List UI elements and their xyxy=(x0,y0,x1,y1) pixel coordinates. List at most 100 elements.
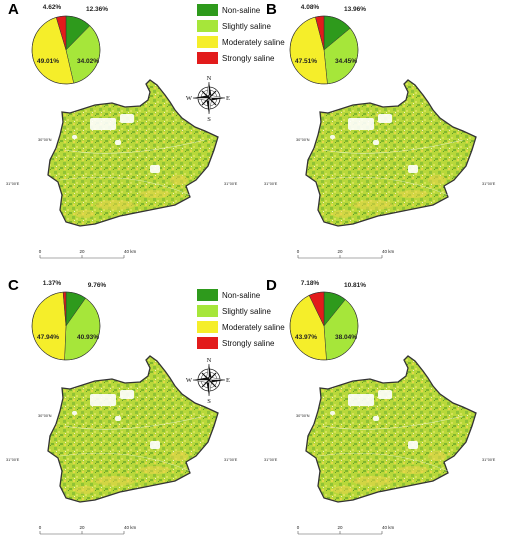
legend-label: Slightly saline xyxy=(222,22,271,31)
scale-bar: 0 20 40 km xyxy=(39,249,137,259)
compass-west-label: W xyxy=(186,95,193,102)
map-panel-b: B 30°00'N 31°00'E 31°00'E 0 20 40 km 13.96% 34.4… xyxy=(264,1,496,259)
map-panel-c: C 30°00'N 31°00'E 31°00'E 0 20 40 km 9.76% 40.93… xyxy=(6,277,238,535)
longitude-label-right: 31°00'E xyxy=(224,458,238,462)
scale-tick-label: 0 xyxy=(297,525,300,530)
legend-item-strongly-saline: Strongly saline xyxy=(197,337,275,349)
legend-swatch xyxy=(197,36,218,48)
non-data-area xyxy=(120,114,134,123)
scale-tick-label: 20 xyxy=(79,525,85,530)
moderate-salinity-zone xyxy=(398,190,428,198)
legend-label: Strongly saline xyxy=(222,339,275,348)
salinity-map xyxy=(305,355,477,503)
scale-tick-label: 40 km xyxy=(382,525,395,530)
legend: Non-saline Slightly saline Moderately sali… xyxy=(197,289,285,349)
legend-swatch xyxy=(197,321,218,333)
salinity-pie-chart: 12.36% 34.02% 49.01% 4.62% xyxy=(31,4,108,85)
non-data-area xyxy=(150,165,160,173)
legend-swatch xyxy=(197,52,218,64)
salinity-pie-chart: 9.76% 40.93% 47.94% 1.37% xyxy=(31,280,106,361)
non-data-area xyxy=(90,394,116,406)
non-data-area xyxy=(150,441,160,449)
compass-rose-icon: N S E W xyxy=(186,75,230,123)
canal-line xyxy=(64,139,206,154)
non-data-area xyxy=(120,390,134,399)
scale-tick-label: 40 km xyxy=(124,525,137,530)
compass-south-label: S xyxy=(207,398,211,405)
legend-swatch xyxy=(197,20,218,32)
scale-tick-label: 20 xyxy=(337,249,343,254)
scale-tick-label: 40 km xyxy=(382,249,395,254)
scale-tick-label: 0 xyxy=(297,249,300,254)
moderate-salinity-zone xyxy=(428,175,446,185)
legend-label: Moderately saline xyxy=(222,323,285,332)
legend-label: Strongly saline xyxy=(222,54,275,63)
scale-tick-label: 20 xyxy=(79,249,85,254)
pie-label-slightly-saline: 34.45% xyxy=(335,58,357,65)
legend-item-strongly-saline: Strongly saline xyxy=(197,52,275,64)
legend-item-moderately-saline: Moderately saline xyxy=(197,321,285,333)
scale-tick-label: 0 xyxy=(39,525,42,530)
non-data-area xyxy=(373,140,379,145)
pie-label-moderately-saline: 47.51% xyxy=(295,58,317,65)
compass-north-label: N xyxy=(207,75,212,82)
longitude-label-left: 31°00'E xyxy=(264,182,278,186)
salinity-map xyxy=(47,355,219,503)
legend-item-slightly-saline: Slightly saline xyxy=(197,305,271,317)
legend-swatch xyxy=(197,305,218,317)
non-data-area xyxy=(373,416,379,421)
moderate-salinity-zone xyxy=(140,466,170,474)
compass-east-label: E xyxy=(226,377,230,384)
legend-item-moderately-saline: Moderately saline xyxy=(197,36,285,48)
pie-label-strongly-saline: 1.37% xyxy=(43,280,62,287)
canal-line xyxy=(317,452,449,472)
compass-west-label: W xyxy=(186,377,193,384)
salinity-pie-chart: 13.96% 34.45% 47.51% 4.08% xyxy=(289,4,366,85)
latitude-label: 30°00'N xyxy=(296,414,310,418)
non-data-area xyxy=(72,411,77,415)
legend-swatch xyxy=(197,337,218,349)
compass-east-label: E xyxy=(226,95,230,102)
canal-line xyxy=(322,415,464,430)
non-data-area xyxy=(378,114,392,123)
canal-line xyxy=(59,452,191,472)
moderate-salinity-zone xyxy=(95,200,135,210)
moderate-salinity-zone xyxy=(428,451,446,461)
non-data-area xyxy=(348,394,374,406)
latitude-label: 30°00'N xyxy=(38,414,52,418)
legend: Non-saline Slightly saline Moderately sali… xyxy=(197,4,285,64)
moderate-salinity-zone xyxy=(333,486,353,494)
moderate-salinity-zone xyxy=(75,210,95,218)
compass-rose-icon: N S E W xyxy=(186,357,230,405)
non-data-area xyxy=(72,135,77,139)
moderate-salinity-zone xyxy=(95,476,135,486)
non-data-area xyxy=(408,441,418,449)
pie-label-non-saline: 13.96% xyxy=(344,6,366,13)
pie-label-moderately-saline: 49.01% xyxy=(37,58,59,65)
moderate-salinity-zone xyxy=(75,486,95,494)
non-data-area xyxy=(330,411,335,415)
legend-item-non-saline: Non-saline xyxy=(197,289,261,301)
compass-south-label: S xyxy=(207,116,211,123)
pie-label-slightly-saline: 38.04% xyxy=(335,334,357,341)
panel-letter: C xyxy=(8,277,19,294)
pie-label-slightly-saline: 40.93% xyxy=(77,334,99,341)
compass-north-label: N xyxy=(207,357,212,364)
legend-label: Non-saline xyxy=(222,6,261,15)
pie-outline xyxy=(289,15,359,85)
longitude-label-right: 31°00'E xyxy=(482,182,496,186)
latitude-label: 30°00'N xyxy=(38,138,52,142)
pie-slice-moderately-saline xyxy=(31,291,67,361)
pie-outline xyxy=(31,291,101,361)
legend-label: Moderately saline xyxy=(222,38,285,47)
canal-line xyxy=(64,415,206,430)
panel-letter: B xyxy=(266,1,277,18)
salinity-map xyxy=(47,79,219,227)
non-data-area xyxy=(90,118,116,130)
moderate-salinity-zone xyxy=(398,466,428,474)
legend-swatch xyxy=(197,289,218,301)
longitude-label-left: 31°00'E xyxy=(6,458,20,462)
pie-label-strongly-saline: 4.08% xyxy=(301,4,320,11)
moderate-salinity-zone xyxy=(170,175,188,185)
non-data-area xyxy=(115,416,121,421)
